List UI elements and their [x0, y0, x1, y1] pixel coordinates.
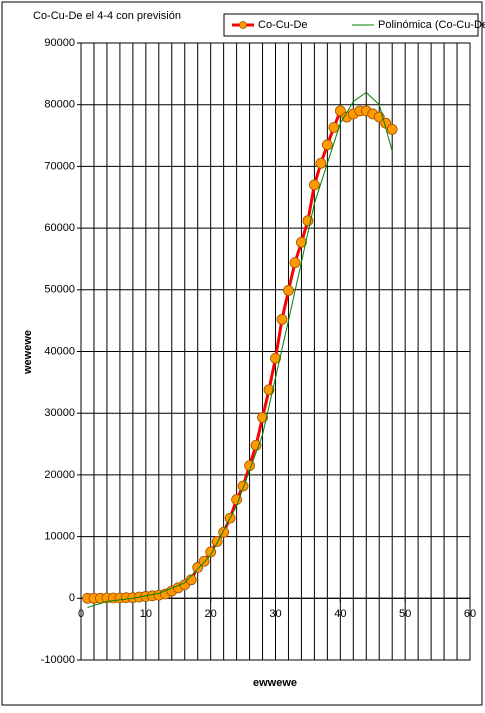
data-point [386, 123, 398, 135]
y-tick-label: 30000 [44, 407, 75, 419]
y-tick-label: -10000 [41, 654, 75, 666]
y-tick-label: 0 [69, 592, 75, 604]
series-line [87, 91, 393, 609]
data-point [237, 480, 249, 492]
data-point [321, 139, 333, 151]
x-tick-label: 20 [205, 608, 217, 620]
y-tick-label: 70000 [44, 160, 75, 172]
y-tick-label: 20000 [44, 469, 75, 481]
legend-label: Polinómica (Co-Cu-De) [378, 19, 485, 31]
data-point [296, 236, 307, 248]
data-point [257, 412, 268, 423]
data-point [192, 562, 204, 573]
x-axis-title: ewwewe [253, 677, 297, 689]
data-point [185, 574, 197, 586]
x-tick-label: 10 [140, 608, 152, 620]
x-tick-label: 60 [464, 608, 476, 620]
data-point [250, 439, 262, 451]
data-point [270, 352, 281, 364]
data-point [263, 384, 275, 396]
y-tick-label: 40000 [44, 345, 75, 357]
legend-marker [239, 21, 247, 29]
y-tick-label: 50000 [44, 284, 75, 296]
data-point [211, 536, 223, 547]
data-point [315, 157, 327, 169]
y-axis-title: wewewe [22, 330, 34, 375]
legend-box [223, 13, 479, 37]
data-point [218, 526, 230, 538]
legend-label: Co-Cu-De [258, 19, 308, 31]
y-tick-label: 10000 [44, 531, 75, 543]
y-tick-label: 90000 [44, 37, 75, 49]
data-point [283, 285, 294, 296]
x-tick-label: 40 [334, 608, 346, 620]
x-tick-label: 0 [78, 608, 84, 620]
y-tick-label: 60000 [44, 222, 75, 234]
chart-title: Co-Cu-De el 4-4 con previsión [33, 10, 181, 22]
x-tick-label: 30 [269, 608, 281, 620]
y-tick-label: 80000 [44, 99, 75, 111]
data-point [276, 314, 288, 325]
data-point [334, 105, 346, 117]
data-point [289, 257, 301, 269]
x-tick-label: 50 [399, 608, 411, 620]
data-point [308, 179, 320, 191]
